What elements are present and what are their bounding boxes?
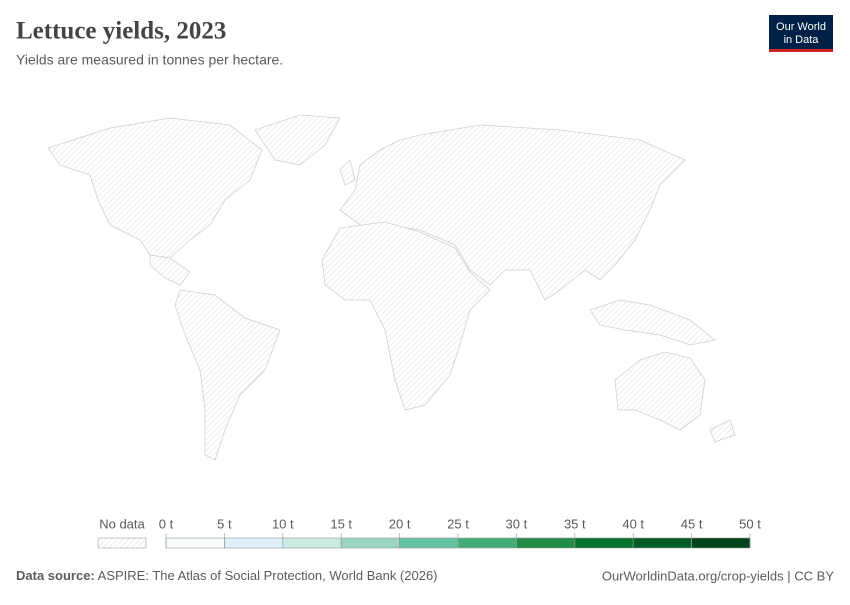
legend-bin — [691, 537, 751, 549]
legend-tick-label: 25 t — [447, 516, 469, 531]
legend-bin — [282, 537, 342, 549]
legend-no-data-swatch[interactable] — [97, 537, 147, 549]
legend-bin — [574, 537, 634, 549]
logo-text[interactable]: Our World — [776, 21, 826, 33]
legend-bin — [516, 537, 576, 549]
country[interactable] — [614, 351, 706, 431]
country[interactable] — [321, 221, 491, 411]
legend-tick-label: 15 t — [330, 516, 352, 531]
country[interactable] — [149, 254, 191, 286]
legend-tick-label: 30 t — [506, 516, 528, 531]
legend-tick-label: 35 t — [564, 516, 586, 531]
footer-url[interactable]: OurWorldinData.org/crop-yields | CC BY — [602, 568, 834, 583]
map — [47, 114, 736, 461]
source-text: ASPIRE: The Atlas of Social Protection, … — [98, 568, 438, 583]
country[interactable] — [47, 117, 263, 259]
country[interactable] — [339, 159, 356, 186]
country[interactable] — [709, 419, 736, 443]
logo-bar — [769, 49, 833, 52]
country[interactable] — [174, 289, 281, 461]
title: Lettuce yields, 2023 — [16, 18, 226, 45]
footer-source: Data source: ASPIRE: The Atlas of Social… — [16, 568, 438, 583]
subtitle: Yields are measured in tonnes per hectar… — [16, 52, 283, 68]
country[interactable] — [254, 114, 341, 166]
legend-tick-label: 40 t — [622, 516, 644, 531]
logo-text[interactable]: in Data — [784, 34, 820, 46]
legend-tick-label: 5 t — [217, 516, 232, 531]
legend-tick-label: 45 t — [681, 516, 703, 531]
logo[interactable]: Our World in Data — [769, 15, 833, 52]
legend-bin — [632, 537, 692, 549]
legend-tick-label: 50 t — [739, 516, 761, 531]
logo-box[interactable] — [769, 15, 833, 51]
legend-bin — [399, 537, 459, 549]
legend-no-data-label: No data — [99, 516, 145, 531]
legend-tick-label: 20 t — [389, 516, 411, 531]
legend-bin — [457, 537, 517, 549]
legend-tick-label: 10 t — [272, 516, 294, 531]
legend-tick-label: 0 t — [159, 516, 174, 531]
legend-bin — [340, 537, 400, 549]
country[interactable] — [339, 124, 686, 301]
country[interactable] — [589, 299, 716, 346]
source-label: Data source: — [16, 568, 95, 583]
legend: 0 t 5 t 10 t 15 t 20 t 25 t 30 t 35 t 40 t 45 t 50… — [159, 516, 761, 549]
legend-bin — [165, 537, 225, 549]
legend-bin — [224, 537, 284, 549]
